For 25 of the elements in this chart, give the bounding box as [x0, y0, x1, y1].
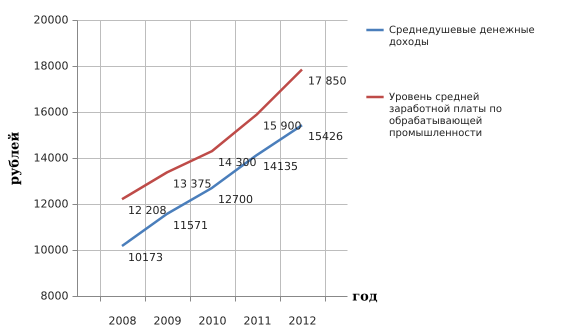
y-tick-label: 18000: [34, 60, 68, 72]
data-label: 13 375: [173, 177, 212, 190]
y-tick-label: 20000: [34, 14, 68, 26]
x-tick-label: 2010: [198, 314, 226, 328]
y-axis-title: рублей: [8, 132, 23, 186]
legend-label: Уровень средней заработной платы по обрабатывающей промышленности: [389, 92, 502, 139]
data-label: 15 900: [263, 119, 302, 132]
x-tick-label: 2008: [108, 314, 136, 328]
data-label: 14135: [263, 160, 298, 173]
legend-label: Среднедушевые денежные доходы: [389, 25, 535, 48]
data-label: 10173: [128, 251, 163, 264]
data-label: 12 208: [128, 204, 166, 218]
y-tick-label: 12000: [34, 198, 68, 210]
data-label: 12700: [218, 192, 253, 206]
data-label: 15426: [308, 130, 343, 144]
y-tick-label: 16000: [34, 106, 68, 118]
x-tick-label: 2011: [244, 314, 272, 328]
y-tick-label: 8000: [40, 290, 68, 302]
x-tick-label: 2012: [288, 314, 316, 328]
data-label: 17 850: [308, 74, 346, 88]
data-label: 11571: [173, 218, 208, 232]
y-tick-label: 14000: [34, 152, 68, 164]
x-tick-label: 2009: [154, 314, 182, 328]
y-tick-label: 10000: [34, 244, 68, 256]
x-axis-title: год: [352, 290, 378, 304]
